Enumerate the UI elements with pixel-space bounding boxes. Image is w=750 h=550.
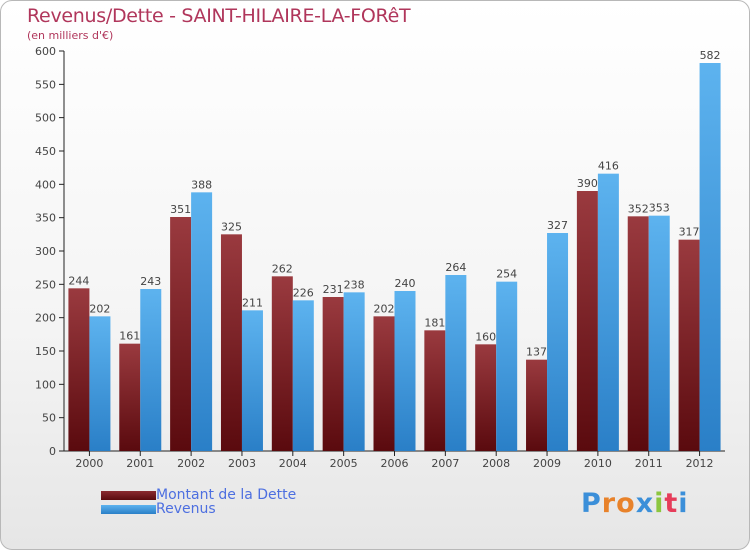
x-tick-label: 2000	[75, 457, 103, 470]
data-label-revenus: 211	[242, 296, 263, 309]
data-label-dette: 351	[170, 203, 191, 216]
data-label-dette: 137	[526, 346, 547, 359]
bar-revenus	[699, 63, 721, 451]
data-label-dette: 325	[221, 220, 242, 233]
x-tick-label: 2010	[584, 457, 612, 470]
bar-dette	[678, 239, 700, 451]
y-tick-label: 400	[35, 178, 56, 191]
x-tick-label: 2011	[635, 457, 663, 470]
x-tick-label: 2009	[533, 457, 561, 470]
logo-letter: t	[664, 488, 679, 519]
bar-dette	[373, 316, 395, 451]
logo-letter: r	[601, 488, 617, 519]
data-label-dette: 160	[475, 330, 496, 343]
bar-revenus	[241, 310, 263, 451]
y-tick-label: 600	[35, 45, 56, 58]
bar-dette	[271, 276, 293, 451]
y-tick-label: 50	[42, 412, 56, 425]
data-label-dette: 244	[68, 274, 89, 287]
y-tick-label: 0	[49, 445, 56, 458]
data-label-dette: 390	[577, 177, 598, 190]
bar-revenus	[496, 281, 518, 451]
legend-item-revenus: Revenus	[101, 501, 216, 517]
bar-revenus	[89, 316, 111, 451]
y-tick-label: 500	[35, 112, 56, 125]
y-tick-label: 450	[35, 145, 56, 158]
data-label-revenus: 327	[547, 219, 568, 232]
data-label-dette: 231	[323, 283, 344, 296]
data-label-dette: 161	[119, 330, 140, 343]
data-label-revenus: 353	[649, 202, 670, 215]
y-tick-label: 100	[35, 378, 56, 391]
logo-letter: i	[654, 488, 665, 519]
data-label-revenus: 243	[140, 275, 161, 288]
data-label-dette: 202	[374, 302, 395, 315]
logo-letter: x	[635, 488, 655, 519]
data-label-dette: 352	[628, 202, 649, 215]
chart-title: Revenus/Dette - SAINT-HILAIRE-LA-FORêT	[27, 5, 411, 27]
y-tick-label: 200	[35, 312, 56, 325]
data-label-dette: 317	[679, 226, 700, 239]
x-tick-label: 2008	[482, 457, 510, 470]
proxiti-logo: Proxiti	[581, 488, 689, 519]
bar-revenus	[292, 300, 314, 451]
logo-letter: P	[581, 488, 602, 519]
x-tick-label: 2006	[381, 457, 409, 470]
bar-dette	[322, 297, 344, 451]
legend-swatch-debt	[101, 490, 156, 500]
data-label-revenus: 264	[445, 261, 466, 274]
y-tick-label: 300	[35, 245, 56, 258]
legend-label-revenus: Revenus	[156, 501, 216, 517]
bar-dette	[424, 330, 446, 451]
data-label-dette: 181	[424, 316, 445, 329]
data-label-revenus: 226	[293, 286, 314, 299]
data-label-revenus: 202	[89, 302, 110, 315]
legend-label-debt: Montant de la Dette	[156, 487, 297, 503]
bar-dette	[170, 217, 192, 451]
data-label-revenus: 254	[496, 268, 517, 281]
bar-dette	[220, 234, 242, 451]
bar-revenus	[445, 275, 467, 451]
x-tick-label: 2001	[126, 457, 154, 470]
bar-dette	[576, 191, 598, 451]
bar-revenus	[547, 233, 569, 451]
logo-letter: o	[616, 488, 636, 519]
y-tick-label: 150	[35, 345, 56, 358]
data-label-revenus: 238	[344, 278, 365, 291]
x-tick-label: 2005	[330, 457, 358, 470]
bar-revenus	[648, 215, 670, 451]
bar-revenus	[191, 192, 213, 452]
bar-dette	[627, 216, 649, 451]
chart-subtitle: (en milliers d'€)	[27, 29, 114, 42]
data-label-revenus: 416	[598, 160, 619, 173]
y-tick-label: 250	[35, 278, 56, 291]
data-label-revenus: 388	[191, 178, 212, 191]
y-tick-label: 550	[35, 78, 56, 91]
data-label-revenus: 240	[395, 277, 416, 290]
bar-revenus	[343, 292, 365, 451]
y-tick-label: 350	[35, 212, 56, 225]
legend-swatch-revenus	[101, 504, 156, 514]
x-tick-label: 2012	[686, 457, 714, 470]
bar-dette	[68, 288, 90, 451]
bar-dette	[119, 343, 141, 451]
data-label-dette: 262	[272, 262, 293, 275]
bar-dette	[475, 344, 497, 451]
x-tick-label: 2004	[279, 457, 307, 470]
logo-letter: i	[678, 488, 689, 519]
bar-revenus	[597, 173, 619, 451]
data-label-revenus: 582	[700, 49, 721, 62]
x-tick-label: 2007	[431, 457, 459, 470]
bar-revenus	[140, 289, 162, 451]
legend-item-debt: Montant de la Dette	[101, 487, 297, 503]
x-tick-label: 2002	[177, 457, 205, 470]
bars	[68, 63, 721, 452]
bar-dette	[526, 359, 548, 451]
bar-revenus	[394, 291, 416, 451]
x-tick-label: 2003	[228, 457, 256, 470]
